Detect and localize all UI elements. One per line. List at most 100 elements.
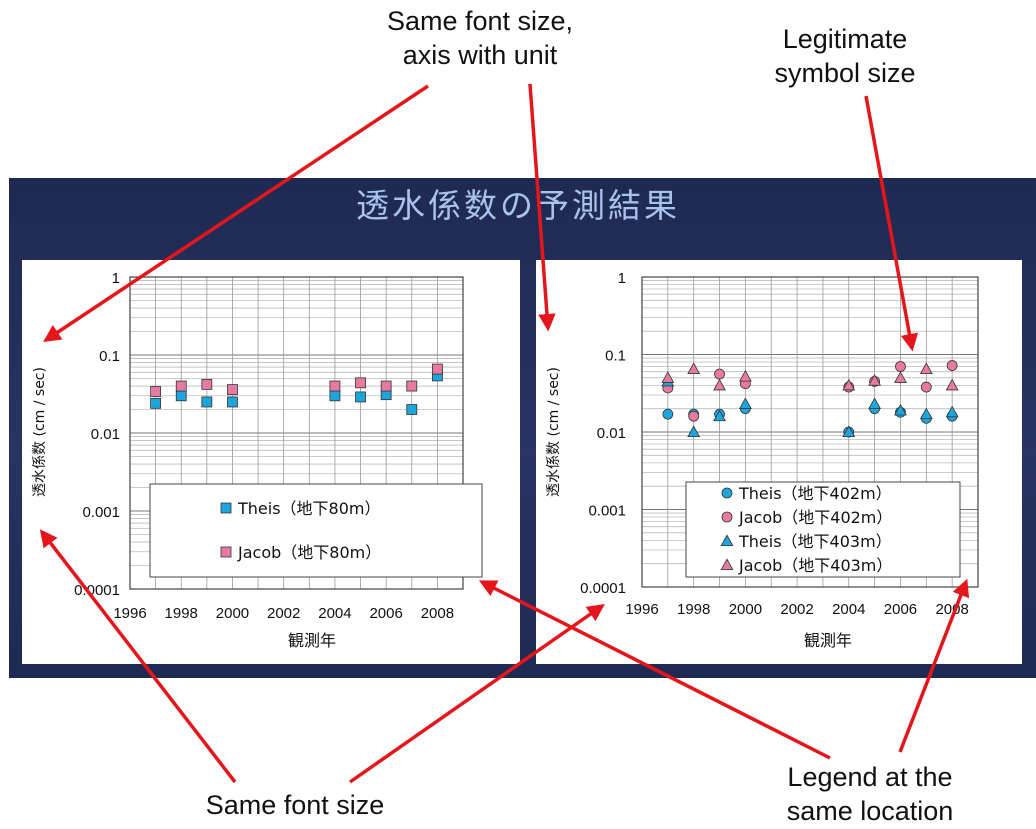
data-point	[329, 380, 341, 392]
y-axis-label: 透水係数 (cm / sec)	[546, 367, 562, 497]
x-tick-label: 2008	[935, 601, 968, 618]
data-point	[227, 384, 238, 396]
data-point	[380, 380, 392, 392]
legend-marker	[220, 546, 232, 558]
y-tick-label: 1	[112, 270, 120, 287]
data-point	[919, 407, 933, 420]
data-point	[355, 377, 366, 389]
legend-marker	[220, 502, 232, 514]
chart-2: 0.0001 0.001 0.01 0.1 1 1996 1998 2000 2002 2004 2…	[536, 260, 1022, 664]
x-tick-label: 1998	[165, 605, 198, 622]
annotation-symbol-size: Legitimate symbol size	[730, 22, 960, 90]
annotation-line: same location	[786, 796, 954, 826]
legend: Theis（地下80m） Jacob（地下80m）	[149, 483, 483, 578]
legend-marker	[721, 487, 733, 499]
data-point	[920, 381, 932, 393]
y-tick-label: 0.01	[597, 425, 626, 442]
data-point	[738, 397, 752, 409]
annotation-legend-location: Legend at the same location	[735, 760, 1005, 828]
legend-label: Jacob（地下402m）	[738, 508, 892, 527]
x-tick-label: 2002	[780, 601, 813, 618]
y-tick-label: 0.001	[588, 503, 626, 520]
legend-marker	[720, 558, 734, 570]
annotation-line: Same font size	[205, 790, 385, 820]
legend-marker	[721, 511, 733, 523]
series	[661, 362, 959, 391]
legend-label: Jacob（地下80m）	[237, 543, 381, 562]
data-point	[738, 369, 752, 382]
x-tick-label: 1996	[625, 601, 658, 618]
legend-label: Theis（地下402m）	[738, 484, 892, 503]
y-tick-label: 0.01	[91, 426, 120, 443]
data-point	[329, 390, 341, 402]
data-point	[150, 397, 162, 409]
data-point	[201, 396, 213, 408]
x-axis-label: 観測年	[804, 631, 852, 650]
data-point	[406, 380, 418, 392]
x-tick-label: 2004	[318, 605, 351, 622]
data-point	[713, 378, 726, 391]
data-point	[175, 380, 187, 392]
y-tick-label: 0.1	[99, 348, 120, 365]
series	[150, 370, 443, 415]
x-tick-label: 2006	[369, 605, 402, 622]
y-tick-label: 0.1	[605, 348, 626, 365]
x-tick-label: 2006	[884, 601, 917, 618]
data-point	[894, 371, 907, 383]
data-point	[868, 374, 882, 386]
annotation-line: Legend at the	[787, 762, 953, 792]
y-axis-label: 透水係数 (cm / sec)	[32, 367, 48, 497]
x-tick-label: 2000	[729, 601, 762, 618]
data-point	[713, 409, 726, 422]
annotation-line: axis with unit	[402, 40, 558, 70]
chart-panel	[22, 260, 520, 664]
data-point	[945, 378, 959, 391]
data-point	[687, 362, 701, 374]
y-tick-label: 0.0001	[580, 580, 626, 597]
x-tick-label: 1998	[677, 601, 710, 618]
data-point	[431, 363, 443, 375]
data-point	[662, 408, 674, 420]
legend-box	[685, 481, 961, 578]
data-point	[946, 360, 958, 371]
legend-label: Jacob（地下403m）	[738, 556, 892, 575]
x-tick-label: 2004	[832, 601, 865, 618]
x-tick-label: 2008	[421, 605, 454, 622]
chart-1: 0.0001 0.001 0.01 0.1 1 1996 1998 2000 2002 2004 2…	[22, 260, 520, 664]
annotation-same-font: Same font size	[170, 788, 420, 822]
legend-label: Theis（地下403m）	[738, 532, 892, 551]
series	[150, 363, 443, 397]
annotation-line: Legitimate	[782, 24, 908, 54]
data-point	[868, 397, 882, 409]
data-point	[150, 386, 162, 397]
x-tick-label: 2000	[216, 605, 249, 622]
legend-label: Theis（地下80m）	[237, 499, 381, 518]
annotation-line: symbol size	[774, 58, 916, 88]
data-point	[406, 404, 418, 415]
x-axis-label: 観測年	[288, 631, 336, 650]
x-tick-label: 1996	[113, 605, 146, 622]
data-point	[919, 362, 933, 374]
y-tick-label: 1	[618, 270, 626, 287]
data-point	[842, 378, 856, 391]
data-point	[175, 390, 187, 402]
x-tick-label: 2002	[267, 605, 300, 622]
legend-box	[149, 483, 483, 578]
annotation-line: Same font size,	[386, 6, 574, 36]
data-point	[894, 403, 907, 416]
data-point	[688, 410, 700, 422]
data-point	[714, 368, 725, 380]
data-point	[661, 371, 675, 383]
data-point	[895, 361, 906, 372]
data-point	[201, 378, 213, 390]
legend: Theis（地下402m） Jacob（地下402m） Theis（地下403m） J…	[685, 481, 961, 578]
data-point	[945, 405, 959, 418]
data-point	[842, 425, 856, 438]
y-tick-label: 0.0001	[74, 582, 120, 599]
annotation-font-axis: Same font size, axis with unit	[322, 4, 638, 72]
legend-marker	[720, 534, 734, 546]
data-point	[687, 425, 701, 438]
data-point	[355, 391, 366, 403]
y-tick-label: 0.001	[82, 504, 120, 521]
